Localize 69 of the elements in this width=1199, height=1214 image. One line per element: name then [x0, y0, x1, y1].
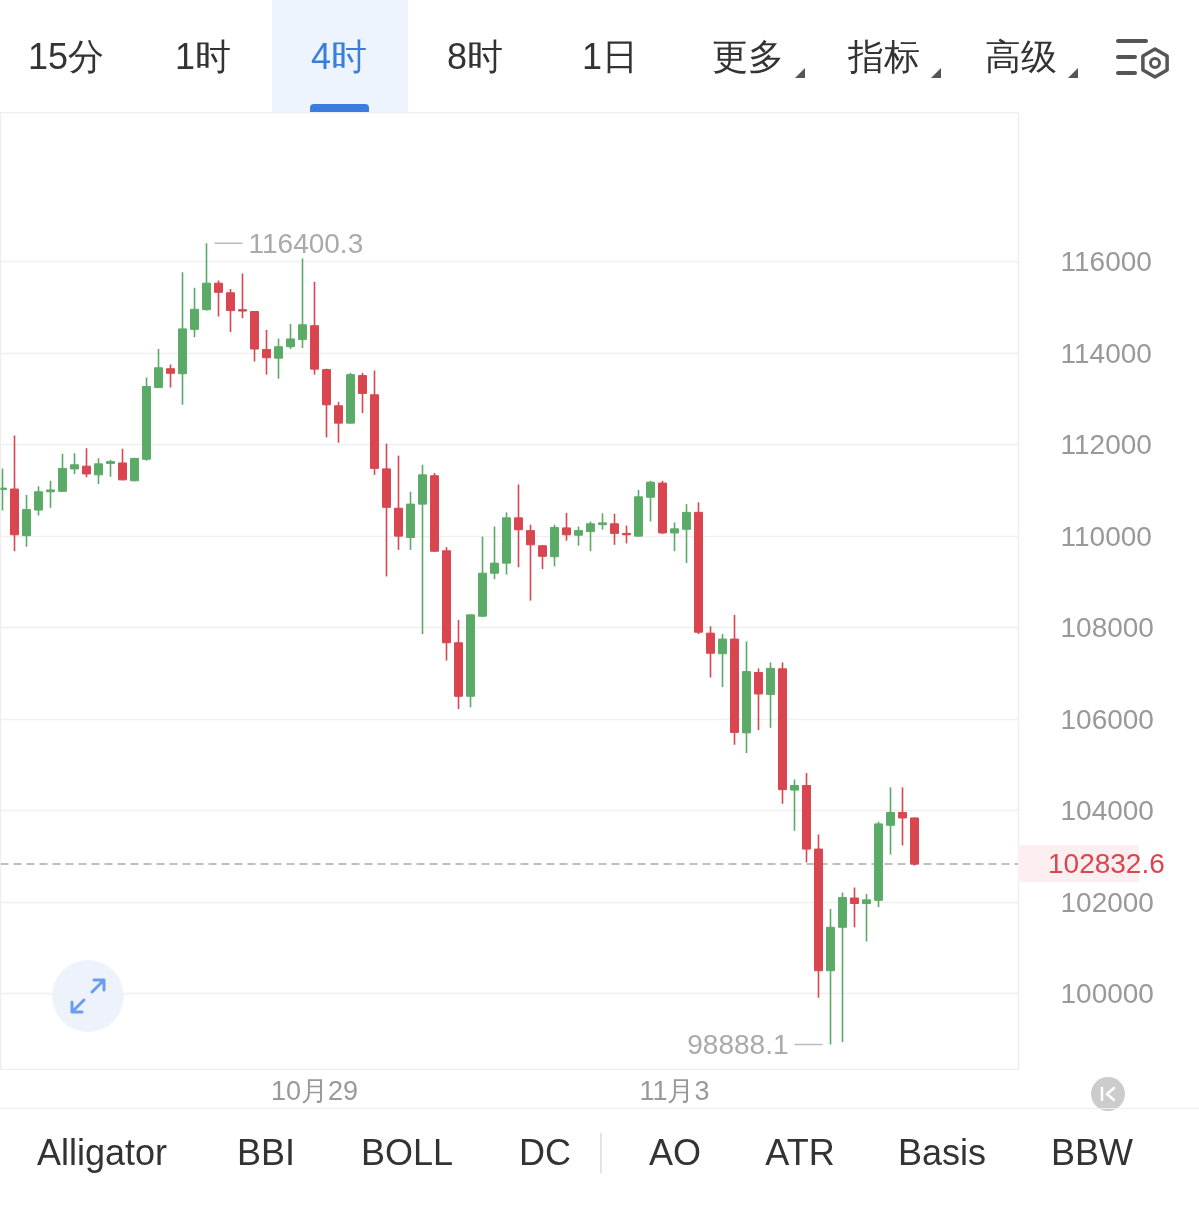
candlestick [34, 485, 43, 517]
candlestick [358, 372, 367, 414]
text: AO [648, 1131, 702, 1175]
text: 15分 [27, 35, 105, 79]
candlestick [538, 544, 547, 570]
text: 更多 [712, 35, 784, 79]
y-tick-label: 100000 [1060, 978, 1154, 1010]
candlestick [154, 348, 163, 389]
candlestick [646, 479, 655, 523]
candlestick [706, 625, 715, 679]
candlestick [586, 520, 595, 553]
candlestick [226, 288, 235, 333]
candlestick [94, 457, 103, 485]
candlestick [682, 503, 691, 564]
ref-line-label: 102832.6 [1047, 847, 1165, 881]
candlestick [574, 525, 583, 547]
x-tick-label: 10月29 [270, 1075, 359, 1106]
candlestick [190, 286, 199, 338]
candlestick [514, 483, 523, 569]
text: ATR [765, 1131, 835, 1175]
text: BBI [236, 1131, 296, 1175]
candlestick [274, 337, 283, 380]
candlestick [70, 452, 79, 475]
y-tick-label: 104000 [1060, 795, 1154, 827]
candlestick [718, 633, 727, 688]
y-tick-label: 106000 [1060, 703, 1154, 735]
annotation: 116400.3 [248, 227, 364, 259]
candlestick [898, 786, 907, 847]
y-tick-label: 110000 [1060, 520, 1152, 552]
y-tick-label: 112000 [1060, 429, 1152, 461]
candlestick [562, 512, 571, 542]
candlestick [82, 447, 91, 478]
y-tick-label: 102000 [1060, 886, 1154, 918]
candlestick [610, 512, 619, 546]
candlestick [262, 329, 271, 376]
candlestick [46, 479, 55, 509]
candlestick [118, 447, 127, 482]
y-tick-label: 116000 [1060, 246, 1152, 278]
candlestick [238, 272, 247, 320]
text: DC [519, 1131, 571, 1175]
candlestick [58, 452, 67, 493]
text: 1时 [174, 35, 232, 79]
candlestick [670, 521, 679, 553]
candlestick [0, 467, 7, 512]
x-tick-label: 11月3 [639, 1075, 710, 1106]
text: 1日 [581, 35, 639, 79]
text: BBW [1050, 1131, 1134, 1175]
text: Alligator [36, 1131, 168, 1175]
text: Basis [897, 1131, 987, 1175]
candlestick [754, 667, 763, 731]
text: 指标 [848, 35, 920, 79]
text: 高级 [985, 35, 1057, 79]
candlestick [790, 778, 799, 832]
candlestick [850, 886, 859, 929]
candlestick [862, 893, 871, 943]
text: BOLL [360, 1131, 454, 1175]
candlestick [526, 523, 535, 602]
candlestick [286, 323, 295, 350]
text: 4时 [310, 35, 368, 79]
candlestick [298, 257, 307, 349]
candlestick [334, 401, 343, 444]
candlestick [886, 786, 895, 856]
y-tick-label: 108000 [1060, 612, 1154, 644]
candlestick [214, 279, 223, 318]
candlestick [490, 525, 499, 580]
annotation: 98888.1 [687, 1029, 789, 1061]
candlestick [166, 363, 175, 389]
y-tick-label: 114000 [1060, 337, 1152, 369]
text: 8时 [446, 35, 504, 79]
